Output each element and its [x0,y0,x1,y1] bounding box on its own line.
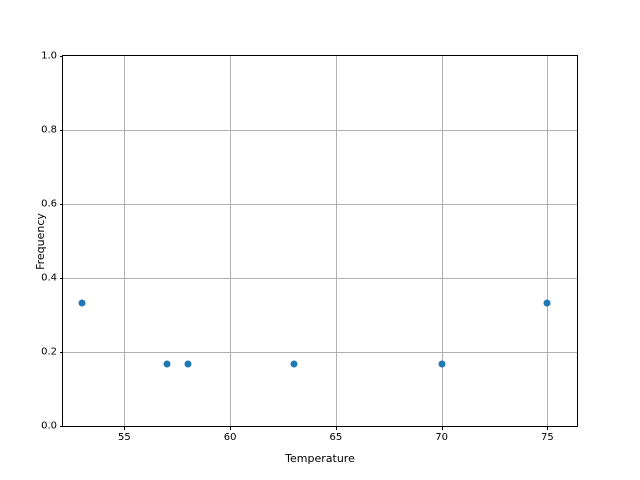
x-tick-mark [230,426,232,430]
scatter-point [543,299,551,307]
scatter-point [438,360,446,368]
y-tick-mark [59,278,63,279]
y-tick-label: 0.2 [41,346,57,358]
scatter-point [78,299,86,307]
x-tick-label: 65 [329,432,343,443]
y-tick-label: 0.6 [41,198,57,210]
x-tick-mark [441,426,443,430]
y-tick-mark [59,352,63,353]
y-axis-label-text: Frequency [33,212,47,270]
y-tick-label: 0.0 [41,420,57,432]
x-tick-label: 60 [223,432,237,443]
x-gridline [335,56,337,426]
y-gridline [63,130,577,131]
scatter-point [184,360,192,368]
y-tick-mark [59,426,63,427]
y-tick-mark [59,204,63,205]
x-tick-mark [124,426,126,430]
scatter-point [163,360,171,368]
x-tick-label: 75 [541,432,554,443]
y-gridline [63,278,577,279]
x-tick-mark [335,426,337,430]
scatter-point [290,360,298,368]
y-tick-label: 0.8 [41,124,57,136]
y-gridline [63,352,577,353]
plot-axes: 55 60 65 70 75 0.0 0.2 0.4 0.6 0.8 1.0 [41,51,578,443]
x-axis-label: Temperature [285,452,355,465]
y-tick-label: 1.0 [41,50,57,62]
x-gridline [441,56,443,426]
x-gridline [230,56,232,426]
y-gridline [63,204,577,205]
x-tick-label: 70 [435,432,448,443]
y-axis-label: Frequency [12,55,69,427]
y-tick-label: 0.4 [41,272,57,284]
plot-area [63,56,577,426]
x-tick-mark [547,426,549,430]
x-tick-label: 55 [117,432,131,443]
y-tick-mark [59,130,63,131]
y-tick-mark [59,56,63,57]
x-gridline [547,56,549,426]
x-gridline [124,56,126,426]
